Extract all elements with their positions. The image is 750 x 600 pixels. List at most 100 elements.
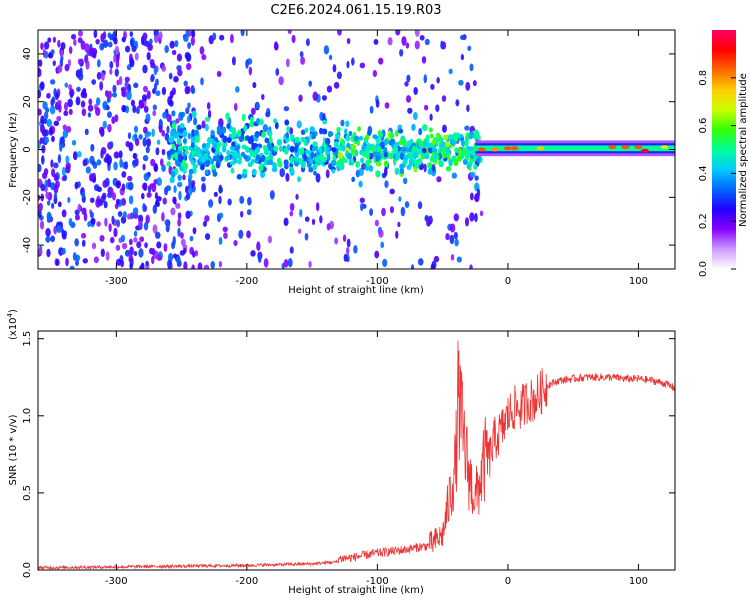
spectrogram-cell bbox=[77, 37, 83, 44]
spectrogram-cell bbox=[200, 176, 206, 182]
snr-x-ticks: -300 -200 -100 0 100 bbox=[105, 331, 648, 587]
spectrogram-cell bbox=[129, 58, 135, 68]
spectrogram-cell bbox=[383, 139, 388, 145]
spectrogram-peak bbox=[660, 145, 669, 150]
spectrogram-cell bbox=[387, 37, 393, 46]
spectrogram-cell bbox=[372, 134, 378, 140]
spectrogram-cell bbox=[346, 238, 351, 248]
spectrogram-cell bbox=[304, 149, 310, 155]
spectrogram-cell bbox=[468, 132, 474, 140]
spectrogram-cell bbox=[453, 231, 458, 240]
spectrogram-cell bbox=[358, 180, 363, 188]
spectrogram-cell bbox=[211, 164, 216, 171]
spectrogram-cell bbox=[99, 234, 105, 242]
spectrogram-cell bbox=[264, 137, 269, 144]
spectrogram-cell bbox=[177, 227, 181, 238]
spectrogram-cell bbox=[75, 260, 79, 266]
spectrogram-cell bbox=[61, 209, 67, 218]
spectrogram-cell bbox=[68, 218, 73, 227]
spectrogram-cell bbox=[128, 142, 134, 152]
spectrogram-cell bbox=[179, 232, 184, 239]
spectrogram-cell bbox=[326, 85, 333, 93]
spectrogram-cell bbox=[250, 107, 256, 115]
spectrogram-cell bbox=[319, 159, 324, 165]
spectrogram-cell bbox=[346, 152, 352, 160]
spectrogram-cell bbox=[141, 94, 148, 102]
spectrogram-cell bbox=[240, 30, 245, 37]
spectrogram-cell bbox=[168, 252, 174, 262]
spectrogram-cell bbox=[81, 108, 87, 117]
spectrogram-cell bbox=[171, 110, 176, 117]
spectrogram-cell bbox=[414, 30, 420, 37]
spectrogram-cell bbox=[448, 68, 453, 75]
spectrogram-cell bbox=[241, 113, 246, 122]
spectrogram-cell bbox=[169, 40, 175, 49]
spectrogram-cell bbox=[382, 258, 388, 268]
spectrogram-cell bbox=[191, 129, 195, 137]
spectrogram-cell bbox=[429, 155, 434, 163]
spectrogram-cell bbox=[319, 215, 323, 224]
spectrogram-cell bbox=[44, 42, 49, 50]
spectrogram-cell bbox=[198, 155, 204, 163]
spectrogram-cell bbox=[342, 158, 348, 164]
spectrogram-cell bbox=[428, 127, 433, 133]
spectrogram-cell bbox=[193, 129, 199, 136]
spectrogram-cell bbox=[312, 91, 318, 101]
spectrogram-cell bbox=[51, 135, 55, 143]
spectrogram-cell bbox=[45, 227, 51, 237]
spectrogram-cell bbox=[111, 192, 117, 201]
spectrogram-cell bbox=[174, 40, 179, 48]
spectrogram-cell bbox=[311, 218, 316, 226]
spectrogram-cell bbox=[345, 134, 351, 142]
spectrogram-cell bbox=[204, 233, 211, 240]
spectrogram-cell bbox=[425, 134, 430, 143]
spectrogram-cell bbox=[285, 132, 290, 139]
spectrogram-cell bbox=[199, 46, 205, 55]
spectrogram-cell bbox=[62, 129, 69, 139]
spectrogram-cell bbox=[343, 253, 348, 262]
spectrogram-cell bbox=[56, 115, 62, 122]
spectrogram-cell bbox=[73, 38, 77, 46]
spectrogram-cell bbox=[365, 165, 370, 171]
spectrogram-cell bbox=[212, 170, 218, 177]
spectrogram-cell bbox=[289, 156, 294, 164]
spectrogram-cell bbox=[256, 146, 261, 153]
spectrogram-cell bbox=[454, 147, 459, 154]
spectrogram-cell bbox=[192, 163, 198, 169]
spectrogram-cell bbox=[50, 159, 54, 168]
spectrogram-cell bbox=[101, 192, 107, 200]
spectrogram-cell bbox=[244, 145, 250, 153]
spectrogram-cell bbox=[164, 45, 169, 54]
spectrogram-cell bbox=[455, 99, 460, 107]
spectrogram-cell bbox=[185, 62, 192, 71]
spectrogram-cell bbox=[206, 136, 213, 144]
spectrogram-cell bbox=[278, 145, 283, 152]
spectrogram-cell bbox=[319, 127, 324, 135]
spectrogram-cell bbox=[142, 163, 146, 171]
spectrogram-cell bbox=[162, 197, 167, 205]
spectrogram-cell bbox=[289, 127, 294, 135]
spectrogram-cell bbox=[247, 196, 252, 206]
spectrogram-cell bbox=[380, 241, 385, 249]
spectrogram-cell bbox=[398, 139, 404, 146]
spectrogram-cell bbox=[365, 159, 371, 165]
spectrogram-cell bbox=[129, 246, 134, 256]
spectrogram-cell bbox=[81, 191, 86, 199]
spectrogram-cell bbox=[151, 248, 156, 256]
spectrogram-cell bbox=[121, 242, 128, 250]
spectrogram-cell bbox=[388, 152, 394, 160]
spectrogram-cell bbox=[180, 238, 186, 247]
spectrogram-cell bbox=[169, 176, 175, 184]
spectrogram-cell bbox=[369, 208, 374, 216]
spectrogram-cell bbox=[414, 40, 420, 50]
spectrogram-cell bbox=[246, 209, 252, 216]
spectrogram-cell bbox=[427, 162, 433, 169]
spectrogram-cell bbox=[225, 155, 231, 161]
spectrogram-cell bbox=[90, 143, 95, 152]
spectrogram-cell bbox=[161, 129, 166, 137]
colorbar-label: Normalized spectral amplitude bbox=[738, 73, 749, 227]
spectrogram-cell bbox=[89, 197, 95, 203]
spectrogram-cell bbox=[277, 157, 282, 165]
spectrogram-cell bbox=[139, 236, 145, 243]
spectrogram-cell bbox=[219, 212, 224, 219]
